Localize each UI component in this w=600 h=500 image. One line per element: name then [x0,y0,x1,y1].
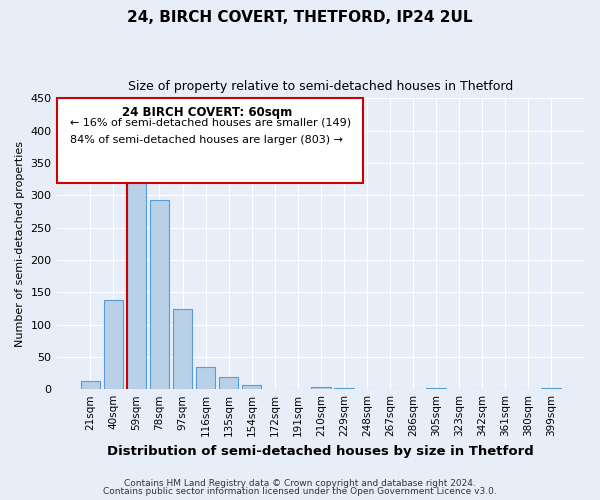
Bar [149,200,169,389]
Text: ← 16% of semi-detached houses are smaller (149): ← 16% of semi-detached houses are smalle… [70,117,351,127]
Title: Size of property relative to semi-detached houses in Thetford: Size of property relative to semi-detach… [128,80,514,93]
Bar [173,309,193,389]
Text: Contains HM Land Registry data © Crown copyright and database right 2024.: Contains HM Land Registry data © Crown c… [124,478,476,488]
Bar [426,388,446,389]
Text: Contains public sector information licensed under the Open Government Licence v3: Contains public sector information licen… [103,487,497,496]
Bar [311,386,331,389]
Bar [127,170,146,389]
Text: 84% of semi-detached houses are larger (803) →: 84% of semi-detached houses are larger (… [70,134,343,144]
Text: 24 BIRCH COVERT: 60sqm: 24 BIRCH COVERT: 60sqm [122,106,292,118]
Y-axis label: Number of semi-detached properties: Number of semi-detached properties [15,141,25,347]
Bar [219,377,238,389]
Text: 24, BIRCH COVERT, THETFORD, IP24 2UL: 24, BIRCH COVERT, THETFORD, IP24 2UL [127,10,473,25]
Bar [196,366,215,389]
Bar [334,388,353,389]
Bar [80,382,100,389]
X-axis label: Distribution of semi-detached houses by size in Thetford: Distribution of semi-detached houses by … [107,444,534,458]
Bar [242,384,262,389]
Bar [541,388,561,389]
Bar [104,300,123,389]
FancyBboxPatch shape [56,98,363,182]
